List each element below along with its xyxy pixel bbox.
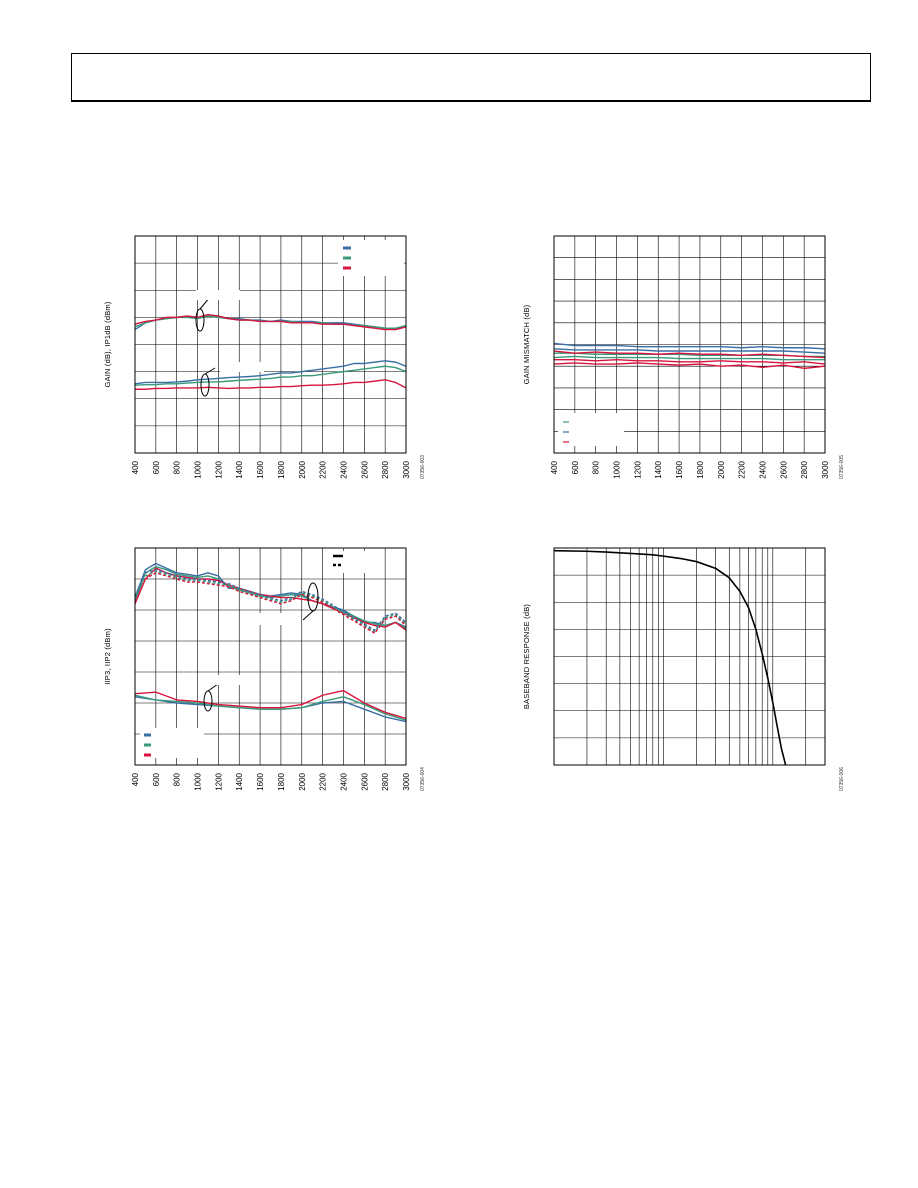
y-axis-label: GAIN MISMATCH (dB) xyxy=(522,304,531,384)
x-tick-labels: 400 600 800 1000 1200 1400 1600 1800 2000 2200 240… xyxy=(550,460,830,478)
x-tick-label: 600 xyxy=(571,460,580,474)
x-tick-label: 800 xyxy=(173,772,182,786)
gridlines xyxy=(554,548,825,765)
series-group xyxy=(135,313,406,390)
series-line-7 xyxy=(554,362,825,370)
plot-frame xyxy=(134,547,407,766)
figure-id: 07356-004 xyxy=(420,767,426,791)
series-group xyxy=(554,549,787,765)
x-tick-label: 1400 xyxy=(235,772,244,790)
x-tick-labels: 400 600 800 1000 1200 1400 1600 1800 2000 2200 240… xyxy=(131,772,411,790)
x-tick-label: 1000 xyxy=(194,772,203,790)
series-line-5 xyxy=(135,570,406,633)
x-tick-label: 2400 xyxy=(339,460,348,478)
series-line-4 xyxy=(135,360,406,385)
x-tick-label: 400 xyxy=(550,460,559,474)
x-tick-label: 3000 xyxy=(402,772,411,790)
series-line-6 xyxy=(554,358,825,365)
legend-linestyle-box xyxy=(328,551,378,573)
series-line-8 xyxy=(135,694,406,721)
x-tick-label: 2200 xyxy=(319,460,328,478)
series-line-4 xyxy=(554,355,825,361)
series-line-6 xyxy=(135,572,406,634)
x-tick-label: 1800 xyxy=(277,772,286,790)
annotation-leader-line xyxy=(207,683,219,692)
x-tick-label: 1000 xyxy=(194,460,203,478)
annotation-box xyxy=(220,362,264,372)
x-tick-label: 1600 xyxy=(256,772,265,790)
legend xyxy=(558,413,624,446)
series-line-5 xyxy=(554,350,825,359)
x-tick-label: 1000 xyxy=(613,460,622,478)
y-axis-label: IIP3, IIP2 (dBm) xyxy=(103,628,112,685)
series-line-1 xyxy=(554,342,825,350)
figure-id: 07356-003 xyxy=(420,455,426,479)
series-line-3 xyxy=(135,313,406,331)
annotation-leader-line xyxy=(302,610,314,621)
chart-gain-ip1db: 400 600 800 1000 1200 1400 1600 1800 2000 2200 240… xyxy=(103,235,426,479)
x-tick-label: 2000 xyxy=(717,460,726,478)
legend xyxy=(140,728,204,758)
plot-frame xyxy=(134,235,407,454)
x-tick-label: 2000 xyxy=(298,460,307,478)
x-tick-label: 2600 xyxy=(779,460,788,478)
x-tick-label: 2800 xyxy=(381,772,390,790)
series-line-6 xyxy=(135,379,406,390)
series-group xyxy=(135,562,406,723)
x-tick-label: 2400 xyxy=(339,772,348,790)
x-tick-label: 2400 xyxy=(758,460,767,478)
plot-frame xyxy=(553,547,826,766)
x-tick-label: 2600 xyxy=(360,460,369,478)
x-tick-label: 2800 xyxy=(381,460,390,478)
legend-box xyxy=(140,728,204,758)
x-tick-label: 400 xyxy=(131,772,140,786)
x-tick-labels: 400 600 800 1000 1200 1400 1600 1800 2000 2200 240… xyxy=(131,460,411,478)
x-tick-label: 1400 xyxy=(235,460,244,478)
x-tick-label: 1600 xyxy=(675,460,684,478)
x-tick-label: 800 xyxy=(592,460,601,474)
y-axis-label: GAIN (dB), IP1dB (dBm) xyxy=(103,301,112,387)
series-line-9 xyxy=(135,689,406,720)
x-tick-label: 800 xyxy=(173,460,182,474)
x-tick-label: 1200 xyxy=(214,772,223,790)
x-tick-label: 1200 xyxy=(633,460,642,478)
annotation-box xyxy=(254,613,300,625)
x-tick-label: 2200 xyxy=(738,460,747,478)
chart-gain-mismatch: 400 600 800 1000 1200 1400 1600 1800 2000 2200 240… xyxy=(522,235,845,479)
series-line-2 xyxy=(554,348,825,354)
x-tick-label: 1400 xyxy=(654,460,663,478)
x-tick-label: 3000 xyxy=(821,460,830,478)
legend-linestyle xyxy=(328,551,378,573)
series-line-4 xyxy=(135,569,406,631)
page-header-box xyxy=(71,53,871,102)
x-tick-label: 400 xyxy=(131,460,140,474)
figure-id: 07356-006 xyxy=(839,767,845,791)
x-tick-label: 1600 xyxy=(256,460,265,478)
annotation-box xyxy=(214,675,258,685)
series-line-1 xyxy=(554,549,787,765)
x-tick-label: 2200 xyxy=(319,772,328,790)
chart-baseband-response: BASEBAND RESPONSE (dB) 07356-006 xyxy=(522,547,845,791)
x-tick-label: 600 xyxy=(152,772,161,786)
annotation-leader-line xyxy=(204,367,216,375)
x-tick-label: 1800 xyxy=(277,460,286,478)
chart-iip3-iip2: 400 600 800 1000 1200 1400 1600 1800 2000 2200 240… xyxy=(103,547,426,791)
series-line-5 xyxy=(135,365,406,386)
x-tick-label: 2000 xyxy=(298,772,307,790)
legend xyxy=(338,240,404,276)
x-tick-label: 600 xyxy=(152,460,161,474)
x-tick-label: 2800 xyxy=(800,460,809,478)
figure-id: 07356-005 xyxy=(839,455,845,479)
series-group xyxy=(554,342,825,370)
x-tick-label: 1800 xyxy=(696,460,705,478)
annotation-box xyxy=(196,290,240,300)
y-axis-label: BASEBAND RESPONSE (dB) xyxy=(522,604,531,710)
legend-box xyxy=(558,413,624,446)
x-tick-label: 2600 xyxy=(360,772,369,790)
gridlines xyxy=(554,236,825,453)
x-tick-label: 1200 xyxy=(214,460,223,478)
x-tick-label: 3000 xyxy=(402,460,411,478)
plot-frame xyxy=(553,235,826,454)
